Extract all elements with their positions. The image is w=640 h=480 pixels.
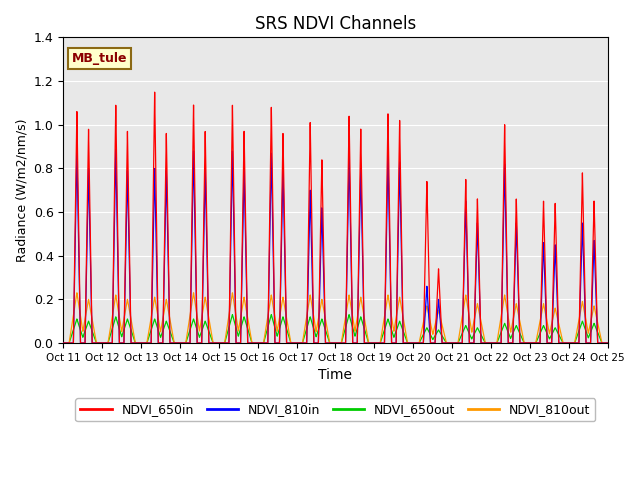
NDVI_650out — [268, 313, 276, 319]
NDVI_810in — [604, 340, 612, 346]
NDVI_810in — [60, 340, 67, 346]
NDVI_650out — [604, 340, 612, 346]
NDVI_650out — [355, 321, 362, 327]
NDVI_810out — [73, 290, 81, 296]
NDVI_650in — [268, 136, 276, 142]
NDVI_810out — [387, 312, 395, 317]
NDVI_650in — [604, 340, 612, 346]
NDVI_810out — [191, 295, 198, 300]
NDVI_650in — [355, 254, 362, 260]
NDVI_810in — [191, 187, 198, 192]
Line: NDVI_810out: NDVI_810out — [63, 293, 608, 343]
NDVI_650out — [268, 312, 275, 317]
NDVI_810in — [355, 270, 362, 276]
NDVI_650in — [151, 89, 159, 95]
NDVI_650in — [191, 150, 198, 156]
NDVI_650in — [97, 340, 104, 346]
X-axis label: Time: Time — [319, 368, 353, 382]
NDVI_810in — [112, 146, 120, 152]
NDVI_810out — [463, 302, 471, 308]
Line: NDVI_650out: NDVI_650out — [63, 314, 608, 343]
NDVI_650in — [387, 316, 395, 322]
NDVI_650out — [463, 326, 471, 332]
NDVI_810in — [387, 321, 395, 326]
NDVI_650out — [60, 340, 67, 346]
Text: MB_tule: MB_tule — [72, 52, 127, 65]
Y-axis label: Radiance (W/m2/nm/s): Radiance (W/m2/nm/s) — [15, 119, 28, 262]
NDVI_810in — [268, 176, 276, 181]
NDVI_650in — [463, 250, 471, 255]
NDVI_810out — [268, 295, 276, 301]
NDVI_650out — [387, 326, 395, 332]
NDVI_810out — [97, 340, 104, 346]
Legend: NDVI_650in, NDVI_810in, NDVI_650out, NDVI_810out: NDVI_650in, NDVI_810in, NDVI_650out, NDV… — [76, 398, 595, 421]
NDVI_650out — [191, 318, 198, 324]
NDVI_650out — [97, 340, 104, 346]
Line: NDVI_810in: NDVI_810in — [63, 149, 608, 343]
NDVI_650in — [60, 340, 67, 346]
NDVI_810out — [355, 307, 362, 312]
Title: SRS NDVI Channels: SRS NDVI Channels — [255, 15, 416, 33]
NDVI_810in — [463, 262, 471, 267]
NDVI_810in — [97, 340, 104, 346]
Line: NDVI_650in: NDVI_650in — [63, 92, 608, 343]
NDVI_810out — [604, 340, 612, 346]
NDVI_810out — [60, 340, 67, 346]
